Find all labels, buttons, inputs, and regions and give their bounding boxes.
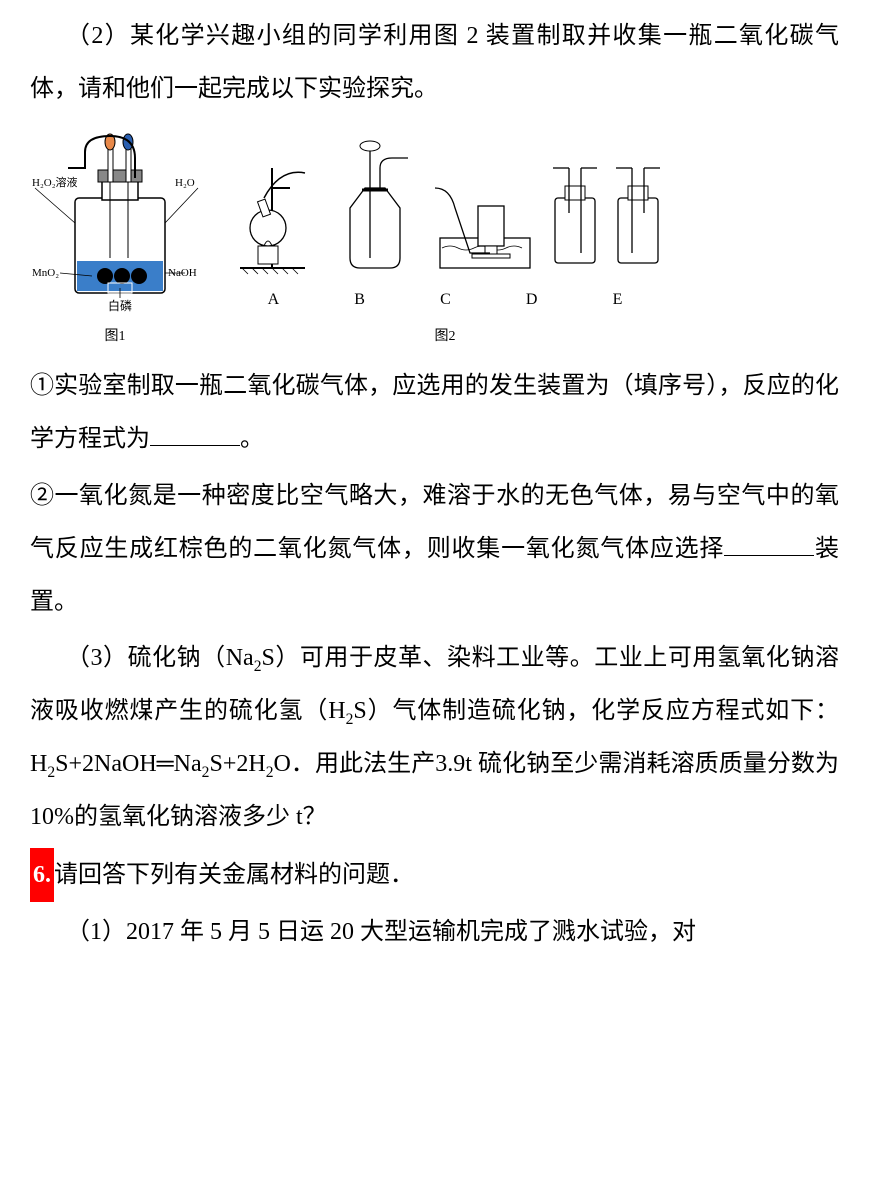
label-phos: 白磷 <box>108 298 132 313</box>
dev-c-label: C <box>440 282 451 317</box>
device-a <box>240 168 305 274</box>
q3-e: S+2H <box>209 751 265 777</box>
label-h2o2: H₂O₂溶液 <box>32 175 78 189</box>
label-h2o: H₂O <box>175 177 195 189</box>
device-c <box>435 188 530 268</box>
blank-device <box>724 529 814 555</box>
diagram-row: H₂O₂溶液 H₂O MnO₂ NaOH 白磷 图1 <box>30 128 839 353</box>
device-e <box>616 168 660 263</box>
label-naoh: NaOH <box>168 267 197 279</box>
figure-2: A B C D E 图2 <box>230 128 660 352</box>
q2-item1-b: 。 <box>240 426 264 452</box>
dev-a-label: A <box>268 282 280 317</box>
fig1-caption: 图1 <box>30 322 200 353</box>
q2-item1: ①实验室制取一瓶二氧化碳气体，应选用的发生装置为（填序号），反应的化学方程式为。 <box>30 360 839 466</box>
q6-line: 6.请回答下列有关金属材料的问题． <box>30 848 839 903</box>
dev-e-label: E <box>613 282 623 317</box>
blank-equation <box>150 420 240 446</box>
q6-number: 6. <box>30 848 54 903</box>
q3-text: （3）硫化钠（Na2S）可用于皮革、染料工业等。工业上可用氢氧化钠溶液吸收燃煤产… <box>30 632 839 843</box>
figure-1: H₂O₂溶液 H₂O MnO₂ NaOH 白磷 图1 <box>30 128 200 353</box>
q3-d: S+2NaOH═Na <box>55 751 202 777</box>
q6-item1: （1）2017 年 5 月 5 日运 20 大型运输机完成了溅水试验，对 <box>30 906 839 959</box>
label-mno2: MnO₂ <box>32 267 59 279</box>
device-b <box>350 141 408 268</box>
q2-item2: ②一氧化氮是一种密度比空气略大，难溶于水的无色气体，易与空气中的氧气反应生成红棕… <box>30 470 839 628</box>
device-d <box>553 168 597 263</box>
fig1-svg: H₂O₂溶液 H₂O MnO₂ NaOH 白磷 <box>30 128 200 318</box>
fig2-caption: 图2 <box>230 322 660 353</box>
q2-intro: （2）某化学兴趣小组的同学利用图 2 装置制取并收集一瓶二氧化碳气体，请和他们一… <box>30 10 839 116</box>
sub3: 2 <box>47 764 55 781</box>
dev-d-label: D <box>526 282 538 317</box>
fig2-device-labels: A B C D E <box>230 282 660 317</box>
q6-intro: 请回答下列有关金属材料的问题． <box>54 862 414 888</box>
dev-b-label: B <box>354 282 365 317</box>
q2-item2-a: ②一氧化氮是一种密度比空气略大，难溶于水的无色气体，易与空气中的氧气反应生成红棕… <box>30 483 839 562</box>
q3-a: （3）硫化钠（Na <box>66 645 254 671</box>
fig2-svg <box>230 128 660 278</box>
